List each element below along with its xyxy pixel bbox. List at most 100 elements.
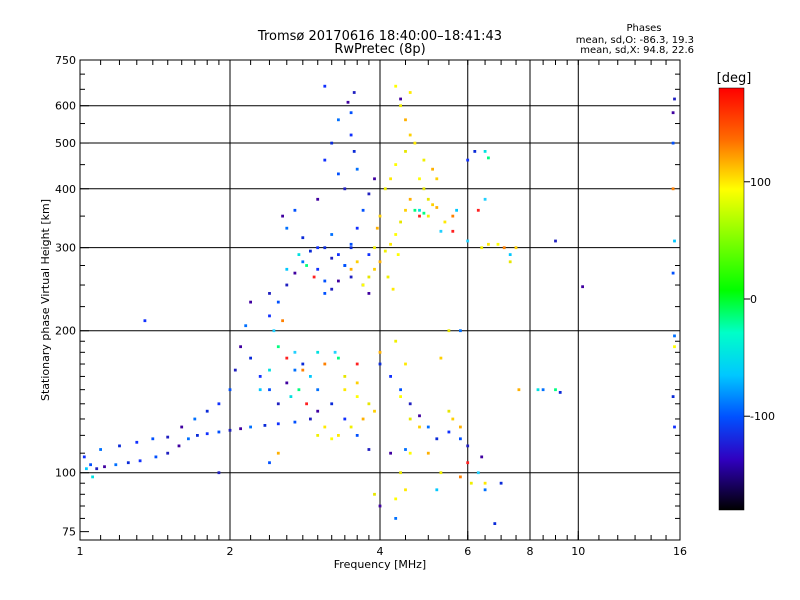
data-point bbox=[268, 292, 271, 295]
data-point bbox=[309, 249, 312, 253]
data-point bbox=[249, 300, 252, 304]
data-point bbox=[343, 264, 347, 267]
y-tick-label-750: 750 bbox=[55, 54, 76, 67]
data-point bbox=[349, 246, 353, 250]
data-point bbox=[367, 402, 371, 406]
data-point bbox=[447, 329, 451, 333]
data-point bbox=[671, 395, 675, 398]
data-point bbox=[671, 111, 675, 115]
colorbar-label: [deg] bbox=[717, 71, 752, 86]
x-tick-label-8: 8 bbox=[527, 545, 534, 558]
data-point bbox=[239, 427, 242, 431]
data-point bbox=[268, 314, 271, 318]
data-point bbox=[126, 461, 130, 465]
data-point bbox=[85, 467, 88, 471]
data-point bbox=[343, 187, 347, 191]
data-point bbox=[346, 100, 350, 104]
data-point bbox=[378, 350, 382, 354]
data-point bbox=[426, 425, 430, 429]
data-point bbox=[367, 275, 371, 279]
y-tick-label-75: 75 bbox=[62, 526, 76, 539]
data-point bbox=[323, 158, 327, 162]
data-point bbox=[408, 197, 412, 201]
data-point bbox=[459, 425, 462, 429]
chart-subtitle: RwPretec (8p) bbox=[334, 42, 425, 57]
colorbar-tick-label--100: -100 bbox=[750, 410, 775, 423]
data-point bbox=[383, 249, 387, 253]
data-point bbox=[352, 91, 356, 94]
colorbar-gradient bbox=[718, 87, 745, 511]
data-point bbox=[281, 319, 284, 323]
data-point bbox=[352, 150, 356, 153]
data-point bbox=[312, 275, 316, 279]
data-point bbox=[330, 141, 334, 145]
data-point bbox=[435, 488, 439, 492]
data-point bbox=[378, 504, 382, 508]
x-tick-label-16: 16 bbox=[673, 545, 687, 558]
data-point bbox=[408, 417, 412, 421]
data-point bbox=[355, 395, 359, 398]
data-point bbox=[451, 229, 455, 233]
y-tick-label-200: 200 bbox=[55, 325, 76, 338]
data-point bbox=[118, 444, 121, 448]
colorbar-tick-label-0: 0 bbox=[750, 293, 757, 306]
data-point bbox=[337, 279, 340, 283]
data-point bbox=[435, 437, 439, 441]
data-point bbox=[166, 451, 170, 455]
data-point bbox=[349, 242, 353, 246]
data-point bbox=[367, 192, 371, 196]
data-point bbox=[466, 461, 470, 465]
data-point bbox=[205, 432, 209, 436]
data-point bbox=[305, 264, 308, 267]
data-point bbox=[373, 246, 376, 250]
data-point bbox=[673, 425, 676, 429]
data-point bbox=[285, 381, 289, 385]
data-point bbox=[493, 522, 497, 525]
data-point bbox=[330, 287, 334, 291]
data-point bbox=[476, 208, 480, 212]
x-axis-label: Frequency [MHz] bbox=[334, 558, 426, 571]
data-point bbox=[499, 481, 503, 485]
data-point bbox=[337, 434, 340, 437]
data-point bbox=[673, 345, 676, 349]
data-point bbox=[487, 242, 490, 246]
data-point bbox=[293, 350, 297, 354]
data-point bbox=[293, 271, 297, 275]
data-point bbox=[426, 197, 430, 201]
data-point bbox=[337, 253, 340, 256]
x-tick-label-6: 6 bbox=[464, 545, 471, 558]
data-point bbox=[301, 236, 305, 240]
data-point bbox=[330, 233, 334, 236]
x-tick-label-4: 4 bbox=[377, 545, 384, 558]
data-point bbox=[249, 425, 252, 429]
data-point bbox=[671, 141, 675, 145]
data-point bbox=[228, 428, 232, 432]
data-point bbox=[361, 417, 365, 421]
data-point bbox=[323, 292, 327, 295]
data-point bbox=[177, 444, 181, 448]
data-points bbox=[82, 84, 676, 525]
data-point bbox=[355, 167, 359, 171]
data-point bbox=[435, 177, 439, 181]
data-point bbox=[355, 381, 359, 385]
data-point bbox=[91, 475, 94, 479]
data-point bbox=[349, 267, 353, 271]
data-point bbox=[301, 260, 305, 264]
data-point bbox=[305, 402, 308, 406]
data-point bbox=[554, 388, 557, 392]
x-tick-label-2: 2 bbox=[227, 545, 234, 558]
data-point bbox=[281, 214, 284, 218]
data-point bbox=[343, 388, 347, 392]
data-point bbox=[389, 242, 392, 246]
data-point bbox=[276, 345, 280, 349]
data-point bbox=[480, 455, 484, 459]
data-point bbox=[143, 319, 147, 323]
data-point bbox=[435, 206, 439, 209]
data-point bbox=[316, 267, 320, 271]
data-point bbox=[103, 465, 106, 469]
data-point bbox=[408, 91, 412, 94]
data-point bbox=[426, 451, 430, 455]
x-ticks: 1 2 4 6 8 10 16 bbox=[77, 60, 687, 558]
data-point bbox=[343, 375, 347, 378]
data-point bbox=[205, 409, 209, 413]
